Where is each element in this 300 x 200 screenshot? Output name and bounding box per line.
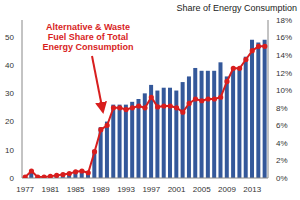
svg-text:1981: 1981 <box>41 185 59 194</box>
svg-text:1989: 1989 <box>92 185 110 194</box>
svg-text:50: 50 <box>5 33 14 42</box>
html-text:Alternative & Waste Fuel Share: Alternative & Waste Fuel Share of Total … <box>42 22 134 52</box>
svg-text:6%: 6% <box>276 121 288 130</box>
svg-text:8%: 8% <box>276 104 288 113</box>
svg-text:0: 0 <box>10 174 15 183</box>
svg-text:0%: 0% <box>276 174 288 183</box>
html-text:Share of Energy Consumption: Share of Energy Consumption <box>176 3 297 13</box>
svg-text:1993: 1993 <box>117 185 135 194</box>
svg-text:1985: 1985 <box>67 185 85 194</box>
svg-text:10: 10 <box>5 146 14 155</box>
svg-text:14%: 14% <box>276 51 292 60</box>
svg-text:18%: 18% <box>276 16 292 25</box>
svg-text:1997: 1997 <box>142 185 160 194</box>
svg-text:40: 40 <box>5 61 14 70</box>
svg-text:12%: 12% <box>276 69 292 78</box>
svg-text:20: 20 <box>5 117 14 126</box>
svg-text:2001: 2001 <box>168 185 186 194</box>
svg-text:10%: 10% <box>276 86 292 95</box>
svg-text:30: 30 <box>5 89 14 98</box>
svg-text:2005: 2005 <box>193 185 211 194</box>
svg-text:1977: 1977 <box>16 185 34 194</box>
svg-text:2009: 2009 <box>218 185 236 194</box>
svg-text:4%: 4% <box>276 139 288 148</box>
svg-text:16%: 16% <box>276 33 292 42</box>
svg-text:2013: 2013 <box>243 185 261 194</box>
svg-text:2%: 2% <box>276 156 288 165</box>
